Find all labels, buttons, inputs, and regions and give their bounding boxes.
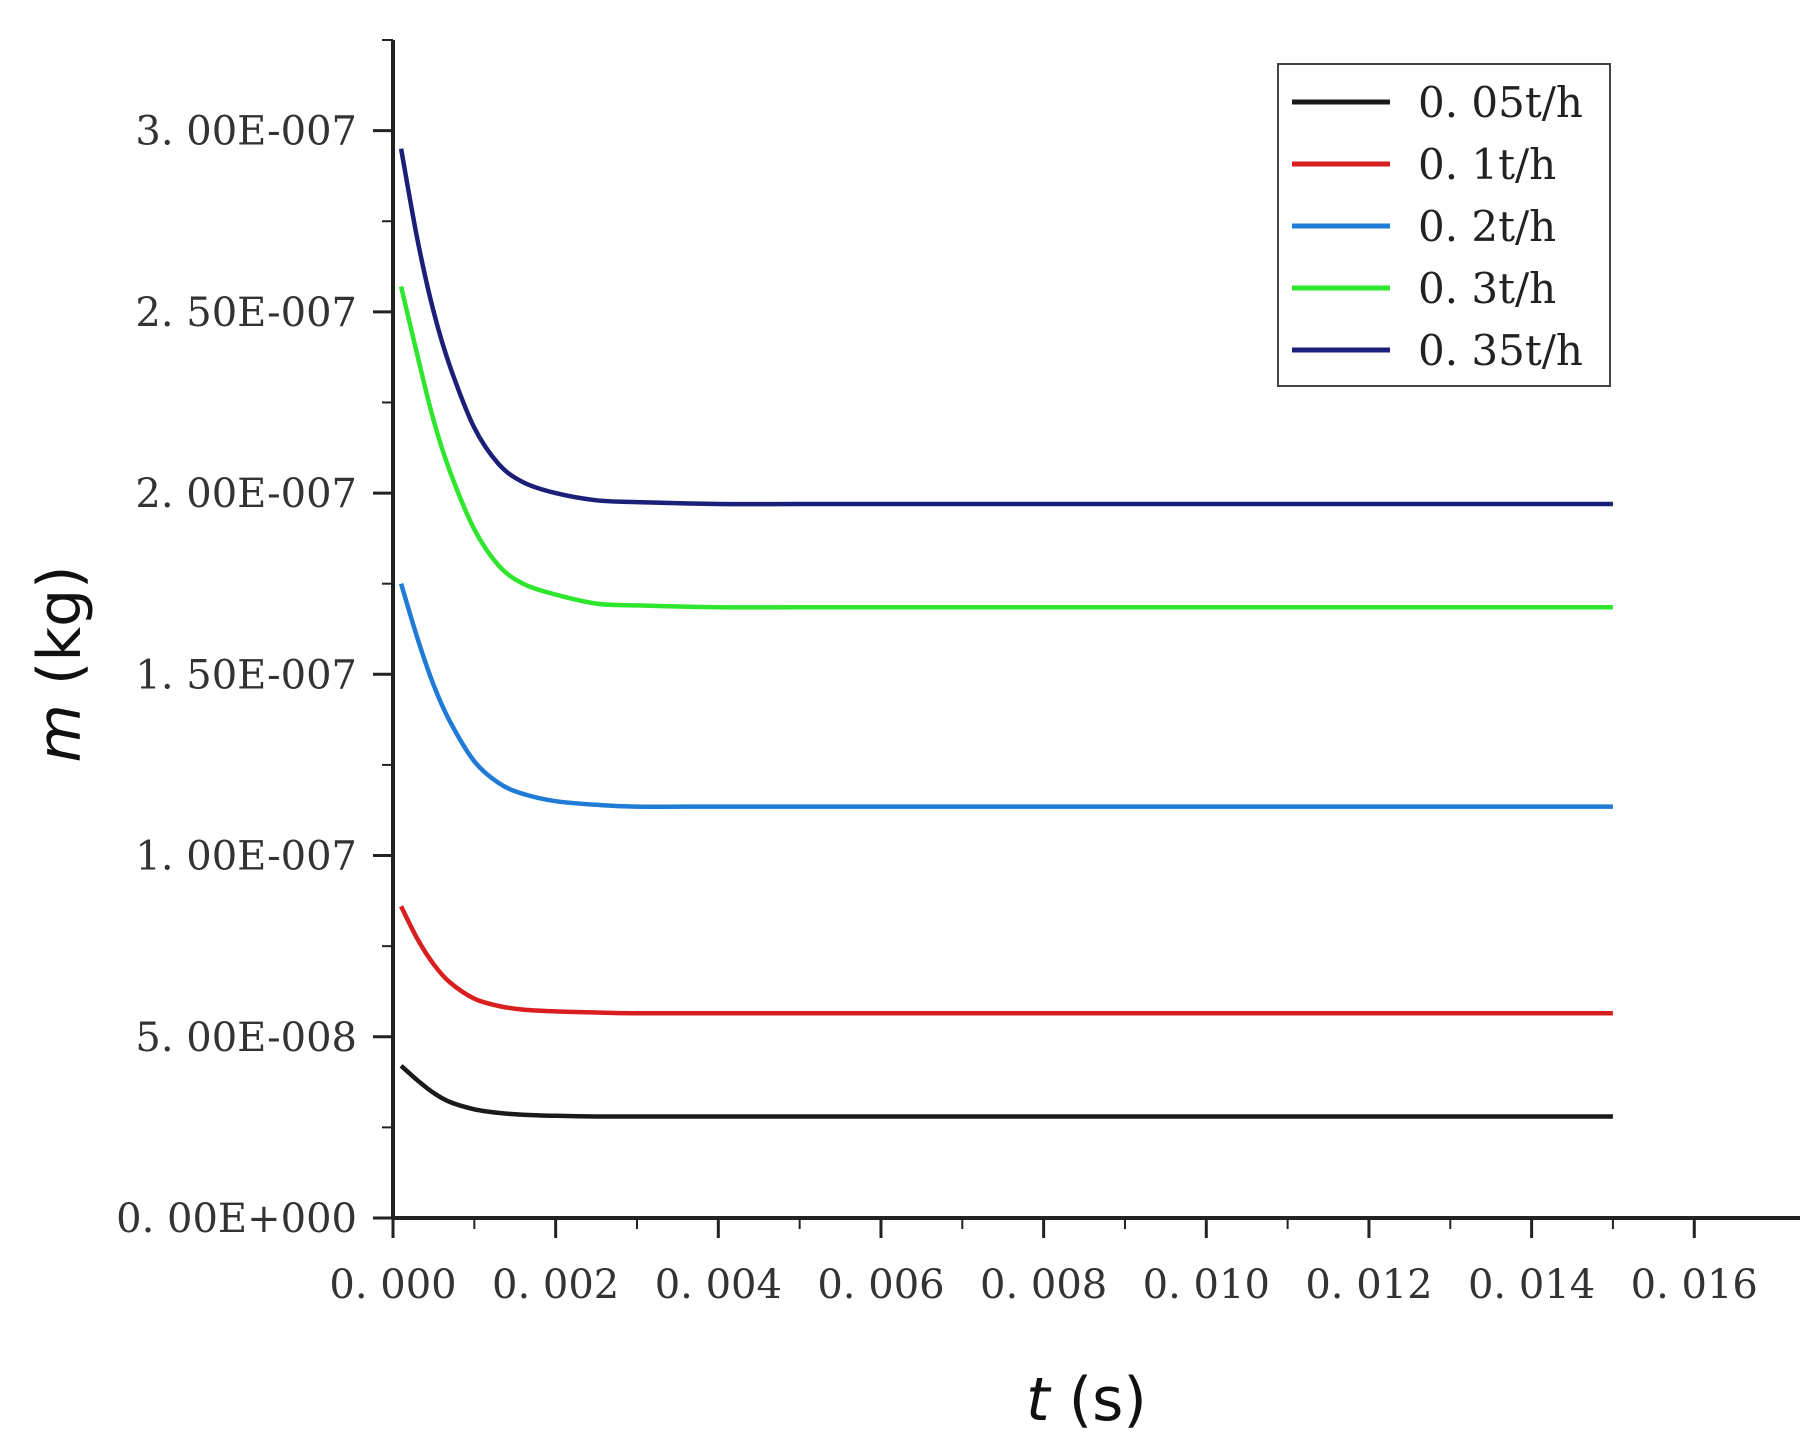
- legend-label: 0. 2t/h: [1418, 202, 1556, 251]
- y-tick-label: 2. 50E-007: [135, 290, 357, 336]
- y-tick-label: 3. 00E-007: [135, 109, 357, 155]
- x-axis-title-unit: (s): [1050, 1365, 1147, 1435]
- x-tick-label: 0. 006: [817, 1262, 944, 1308]
- x-tick-label: 0. 010: [1143, 1262, 1270, 1308]
- series-layer: [398, 148, 1613, 1119]
- x-tick-label: 0. 000: [329, 1262, 456, 1308]
- ticks: 0. 000 0. 002 0. 004 0. 006 0. 008 0. 010 0. 0…: [116, 39, 1758, 1308]
- legend-label: 0. 1t/h: [1418, 140, 1556, 189]
- y-axis-title-unit: (kg): [25, 565, 95, 704]
- series-line: [398, 148, 1613, 507]
- x-tick-label: 0. 004: [655, 1262, 782, 1308]
- y-tick-label: 5. 00E-008: [135, 1015, 357, 1061]
- x-tick-label: 0. 008: [980, 1262, 1107, 1308]
- legend-label: 0. 3t/h: [1418, 264, 1556, 313]
- y-tick-label: 0. 00E+000: [116, 1196, 357, 1242]
- y-tick-label: 1. 00E-007: [135, 834, 357, 880]
- series-line: [399, 1064, 1613, 1119]
- x-tick-label: 0. 002: [492, 1262, 619, 1308]
- x-tick-label: 0. 016: [1631, 1262, 1758, 1308]
- y-tick-label: 1. 50E-007: [135, 652, 357, 698]
- series-line: [398, 583, 1613, 809]
- y-axis-title-var: m: [25, 704, 95, 762]
- legend-label: 0. 05t/h: [1418, 78, 1583, 127]
- x-tick-label: 0. 014: [1468, 1262, 1595, 1308]
- series-line: [398, 285, 1613, 610]
- x-tick-label: 0. 012: [1305, 1262, 1432, 1308]
- x-axis-title: t (s): [1026, 1365, 1147, 1435]
- y-axis-title: m (kg): [25, 565, 95, 762]
- series-line: [399, 905, 1613, 1016]
- y-tick-label: 2. 00E-007: [135, 471, 357, 517]
- axes: [391, 40, 1800, 1220]
- x-axis-title-var: t: [1026, 1365, 1052, 1435]
- legend-label: 0. 35t/h: [1418, 326, 1583, 375]
- legend: 0. 05t/h 0. 1t/h 0. 2t/h 0. 3t/h 0. 35t/h: [1277, 63, 1611, 387]
